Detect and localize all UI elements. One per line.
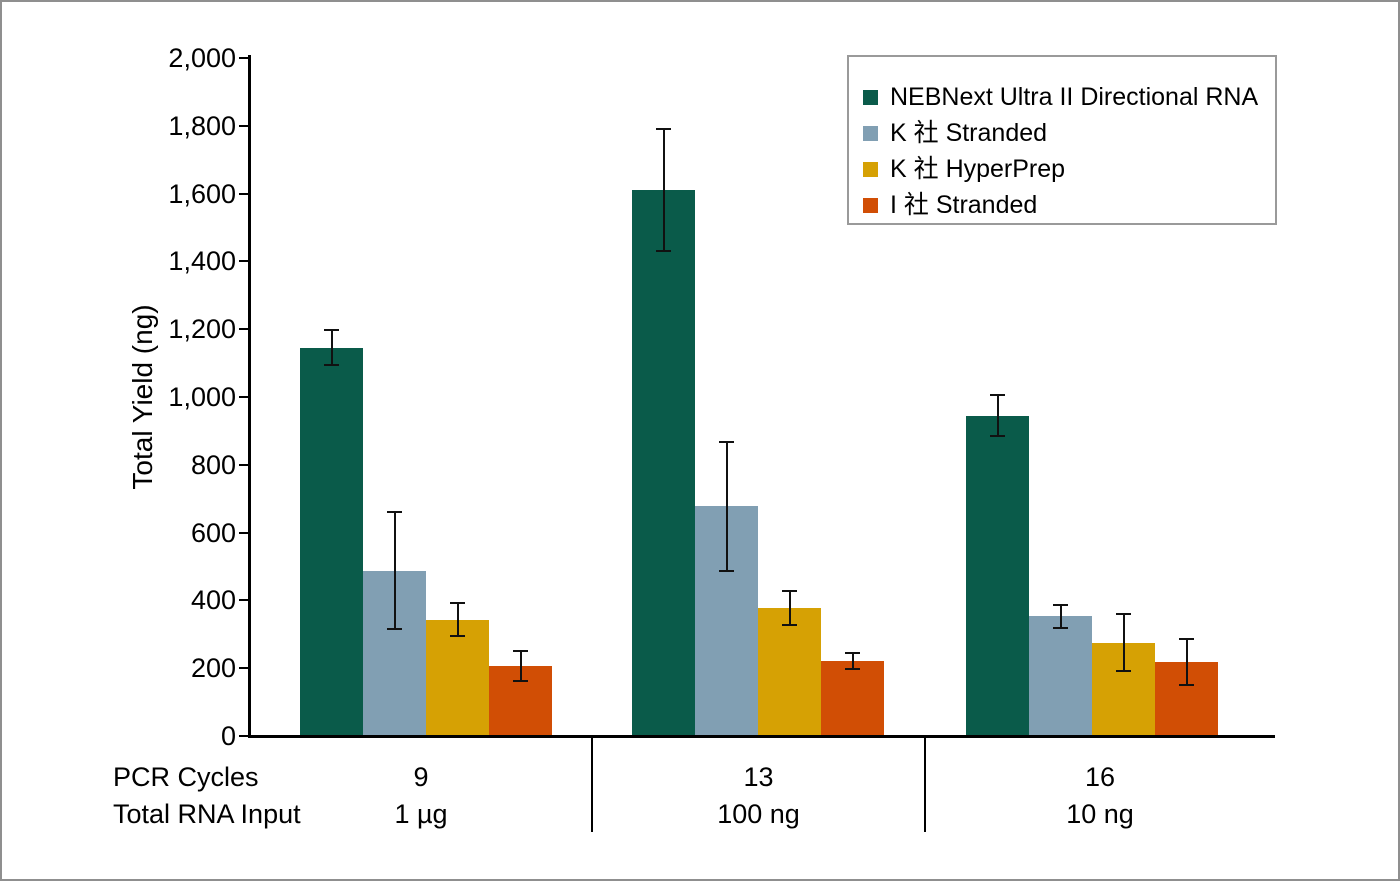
y-tick <box>239 260 248 263</box>
error-bar-cap-top <box>1116 613 1131 616</box>
total-rna-input-value-group-3: 10 ng <box>1066 799 1134 829</box>
y-tick <box>239 667 248 670</box>
group-divider <box>924 737 926 832</box>
legend-item-1: NEBNext Ultra II Directional RNA <box>849 79 1275 115</box>
legend-color-swatch-icon <box>863 161 878 177</box>
error-bar-cap-bottom <box>1116 670 1131 673</box>
legend-item-3: K 社 HyperPrep <box>849 151 1275 187</box>
y-tick <box>239 463 248 466</box>
error-bar-line <box>1185 639 1188 686</box>
error-bar-line <box>725 441 728 571</box>
error-bar-cap-top <box>990 394 1005 397</box>
error-bar-cap-top <box>387 511 402 514</box>
bar-1-group-1 <box>300 347 363 736</box>
bar-4-group-2 <box>821 660 884 736</box>
error-bar-cap-bottom <box>719 569 734 572</box>
error-bar-line <box>330 330 333 366</box>
y-tick <box>239 735 248 737</box>
error-bar-cap-bottom <box>450 634 465 637</box>
error-bar-cap-top <box>656 128 671 131</box>
legend-item-4: I 社 Stranded <box>849 187 1275 223</box>
y-tick-label: 1,800 <box>168 110 236 141</box>
legend-label: NEBNext Ultra II Directional RNA <box>890 83 1259 111</box>
bar-1-group-3 <box>966 415 1029 736</box>
legend-label: K 社 Stranded <box>890 119 1048 147</box>
error-bar-line <box>851 652 854 669</box>
y-tick-label: 1,400 <box>168 246 236 277</box>
bar-3-group-2 <box>758 607 821 736</box>
error-bar-cap-top <box>845 651 860 654</box>
bar-2-group-3 <box>1029 616 1092 736</box>
y-axis-line <box>248 55 251 738</box>
y-tick-label: 0 <box>220 721 236 751</box>
legend-color-swatch-icon <box>863 125 878 141</box>
y-tick-label: 400 <box>190 585 236 616</box>
error-bar-cap-bottom <box>1053 626 1068 629</box>
y-tick-label: 1,600 <box>168 178 236 209</box>
error-bar-cap-bottom <box>782 623 797 626</box>
error-bar-line <box>996 395 999 436</box>
error-bar-cap-top <box>450 602 465 605</box>
error-bar-cap-top <box>1053 604 1068 607</box>
total-rna-input-row-label: Total RNA Input <box>113 799 301 829</box>
error-bar-cap-bottom <box>1179 684 1194 687</box>
legend-color-swatch-icon <box>863 89 878 105</box>
y-tick-label: 1,000 <box>168 382 236 412</box>
error-bar-cap-top <box>782 589 797 592</box>
error-bar-cap-bottom <box>845 667 860 670</box>
error-bar-cap-bottom <box>656 250 671 253</box>
error-bar-cap-bottom <box>990 434 1005 437</box>
legend-label: I 社 Stranded <box>890 191 1038 219</box>
y-tick <box>239 599 248 602</box>
y-tick <box>239 328 248 331</box>
total-rna-input-value-group-1: 1 µg <box>394 799 448 829</box>
legend-item-2: K 社 Stranded <box>849 115 1275 151</box>
bar-3-group-1 <box>426 619 489 736</box>
error-bar-cap-top <box>513 649 528 652</box>
y-tick-label: 600 <box>190 517 236 548</box>
error-bar-cap-top <box>324 329 339 332</box>
error-bar-line <box>1059 605 1062 628</box>
error-bar-line <box>1122 614 1125 672</box>
y-tick <box>239 531 248 534</box>
y-tick <box>239 57 248 59</box>
y-tick <box>239 192 248 195</box>
error-bar-cap-top <box>719 440 734 443</box>
error-bar-line <box>393 512 396 629</box>
bar-1-group-2 <box>632 190 695 736</box>
y-tick <box>239 124 248 127</box>
legend-color-swatch-icon <box>863 197 878 213</box>
x-axis-line <box>248 735 1275 738</box>
error-bar-line <box>519 650 522 681</box>
y-tick-label: 200 <box>190 653 236 684</box>
pcr-cycles-value-group-2: 13 <box>743 762 774 792</box>
error-bar-cap-bottom <box>387 627 402 630</box>
error-bar-line <box>456 603 459 636</box>
y-tick-label: 800 <box>190 449 236 480</box>
error-bar-cap-bottom <box>324 364 339 367</box>
pcr-cycles-value-group-3: 16 <box>1084 762 1116 792</box>
error-bar-line <box>662 129 665 252</box>
y-tick <box>239 396 248 398</box>
error-bar-cap-top <box>1179 638 1194 641</box>
y-tick-label: 1,200 <box>168 314 236 345</box>
pcr-cycles-value-group-1: 9 <box>413 762 429 792</box>
pcr-cycles-row-label: PCR Cycles <box>113 762 259 792</box>
total-rna-input-value-group-2: 100 ng <box>717 799 800 829</box>
group-divider <box>591 737 593 832</box>
y-tick-label: 2,000 <box>168 43 236 73</box>
error-bar-line <box>788 590 791 625</box>
legend: NEBNext Ultra II Directional RNA K 社 Stra… <box>847 55 1277 225</box>
legend-label: K 社 HyperPrep <box>890 155 1066 183</box>
error-bar-cap-bottom <box>513 679 528 682</box>
